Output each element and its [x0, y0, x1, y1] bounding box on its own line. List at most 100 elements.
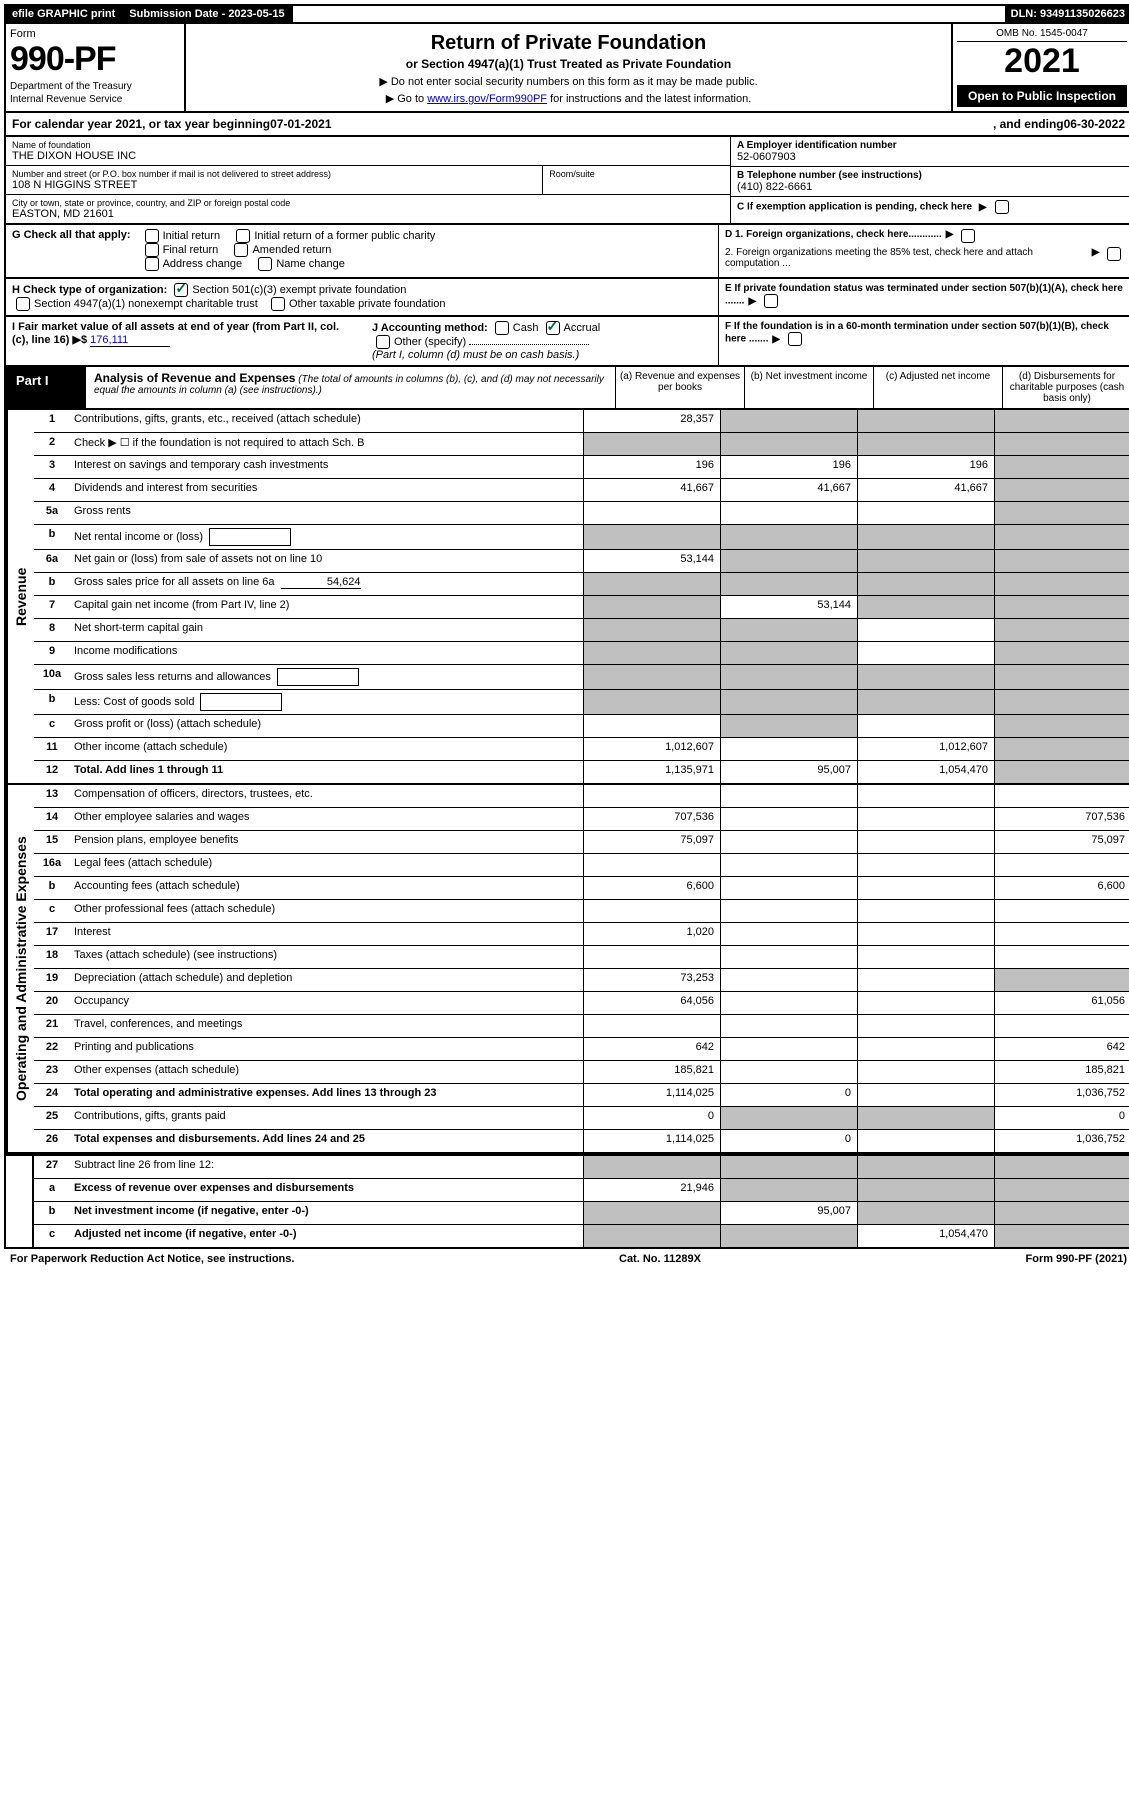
pending-label: C If exemption application is pending, c… [737, 202, 972, 213]
amount-cell [994, 854, 1129, 876]
table-row: 2Check ▶ ☐ if the foundation is not requ… [34, 433, 1129, 456]
amount-cell [994, 1202, 1129, 1224]
amount-cell [857, 410, 994, 432]
table-row: 17Interest1,020 [34, 923, 1129, 946]
amount-cell [857, 1038, 994, 1060]
name-label: Name of foundation [12, 140, 724, 150]
line-description: Compensation of officers, directors, tru… [70, 785, 583, 807]
open-public-badge: Open to Public Inspection [957, 85, 1127, 107]
tax-year: 2021 [957, 42, 1127, 81]
line-description: Contributions, gifts, grants paid [70, 1107, 583, 1129]
page-footer: For Paperwork Reduction Act Notice, see … [4, 1249, 1129, 1269]
footer-left: For Paperwork Reduction Act Notice, see … [10, 1253, 294, 1265]
amount-cell [583, 900, 720, 922]
line-number: b [34, 1202, 70, 1224]
amount-cell: 1,114,025 [583, 1084, 720, 1106]
name-change-checkbox[interactable] [258, 257, 272, 271]
other-method-checkbox[interactable] [376, 335, 390, 349]
amount-cell [994, 596, 1129, 618]
line-number: b [34, 877, 70, 899]
amount-cell [583, 596, 720, 618]
form-link[interactable]: www.irs.gov/Form990PF [427, 93, 547, 105]
expenses-side-label: Operating and Administrative Expenses [6, 785, 34, 1152]
e-checkbox[interactable] [764, 294, 778, 308]
f-checkbox[interactable] [788, 332, 802, 346]
efile-tag: efile GRAPHIC print [6, 6, 123, 22]
table-row: 18Taxes (attach schedule) (see instructi… [34, 946, 1129, 969]
line-description: Total expenses and disbursements. Add li… [70, 1130, 583, 1152]
instr-2: ▶ Go to www.irs.gov/Form990PF for instru… [192, 92, 945, 105]
line-description: Total operating and administrative expen… [70, 1084, 583, 1106]
amount-cell [994, 433, 1129, 455]
table-row: 3Interest on savings and temporary cash … [34, 456, 1129, 479]
line-number: c [34, 900, 70, 922]
other-taxable-checkbox[interactable] [271, 297, 285, 311]
table-row: 10aGross sales less returns and allowanc… [34, 665, 1129, 690]
amount-cell [857, 715, 994, 737]
d1-checkbox[interactable] [961, 229, 975, 243]
amount-cell [720, 785, 857, 807]
line-number: 7 [34, 596, 70, 618]
amount-cell [857, 854, 994, 876]
line-number: b [34, 573, 70, 595]
table-row: bLess: Cost of goods sold [34, 690, 1129, 715]
amount-cell [583, 1156, 720, 1178]
501c3-checkbox[interactable] [174, 283, 188, 297]
amount-cell [857, 923, 994, 945]
amount-cell [720, 715, 857, 737]
amount-cell [994, 1015, 1129, 1037]
d2-checkbox[interactable] [1107, 247, 1121, 261]
table-row: bAccounting fees (attach schedule)6,6006… [34, 877, 1129, 900]
initial-return-checkbox[interactable] [145, 229, 159, 243]
table-row: 14Other employee salaries and wages707,5… [34, 808, 1129, 831]
table-row: 13Compensation of officers, directors, t… [34, 785, 1129, 808]
amount-cell [720, 923, 857, 945]
amount-cell [994, 785, 1129, 807]
amount-cell [857, 550, 994, 572]
amount-cell [583, 946, 720, 968]
accrual-checkbox[interactable] [546, 321, 560, 335]
amount-cell [720, 738, 857, 760]
cash-checkbox[interactable] [495, 321, 509, 335]
amount-cell [857, 642, 994, 664]
initial-public-checkbox[interactable] [236, 229, 250, 243]
4947-checkbox[interactable] [16, 297, 30, 311]
line-description: Net rental income or (loss) [70, 525, 583, 549]
foundation-city: EASTON, MD 21601 [12, 208, 724, 220]
form-subtitle: or Section 4947(a)(1) Trust Treated as P… [192, 57, 945, 71]
amount-cell [994, 761, 1129, 783]
form-label: Form [10, 28, 180, 40]
address-change-checkbox[interactable] [145, 257, 159, 271]
line-description: Net short-term capital gain [70, 619, 583, 641]
amount-cell: 64,056 [583, 992, 720, 1014]
final-return-checkbox[interactable] [145, 243, 159, 257]
amount-cell [720, 410, 857, 432]
line-number: 17 [34, 923, 70, 945]
amount-cell [857, 900, 994, 922]
amount-cell [857, 525, 994, 549]
amount-cell [720, 619, 857, 641]
line-description: Check ▶ ☐ if the foundation is not requi… [70, 433, 583, 455]
amended-return-checkbox[interactable] [234, 243, 248, 257]
amount-cell [994, 946, 1129, 968]
amount-cell [994, 900, 1129, 922]
footer-right: Form 990-PF (2021) [1026, 1253, 1127, 1265]
line-number: 10a [34, 665, 70, 689]
i-j-f-section: I Fair market value of all assets at end… [4, 317, 1129, 367]
table-row: 1Contributions, gifts, grants, etc., rec… [34, 410, 1129, 433]
line-description: Other employee salaries and wages [70, 808, 583, 830]
line-number: 26 [34, 1130, 70, 1152]
dept-irs: Internal Revenue Service [10, 94, 180, 105]
line-description: Travel, conferences, and meetings [70, 1015, 583, 1037]
line-number: b [34, 690, 70, 714]
part-1-header: Part I Analysis of Revenue and Expenses … [4, 367, 1129, 410]
amount-cell: 6,600 [583, 877, 720, 899]
line-description: Other expenses (attach schedule) [70, 1061, 583, 1083]
amount-cell [720, 831, 857, 853]
amount-cell [720, 502, 857, 524]
amount-cell [583, 573, 720, 595]
pending-checkbox[interactable] [995, 200, 1009, 214]
table-row: 12Total. Add lines 1 through 111,135,971… [34, 761, 1129, 783]
line-description: Interest [70, 923, 583, 945]
table-row: 25Contributions, gifts, grants paid00 [34, 1107, 1129, 1130]
